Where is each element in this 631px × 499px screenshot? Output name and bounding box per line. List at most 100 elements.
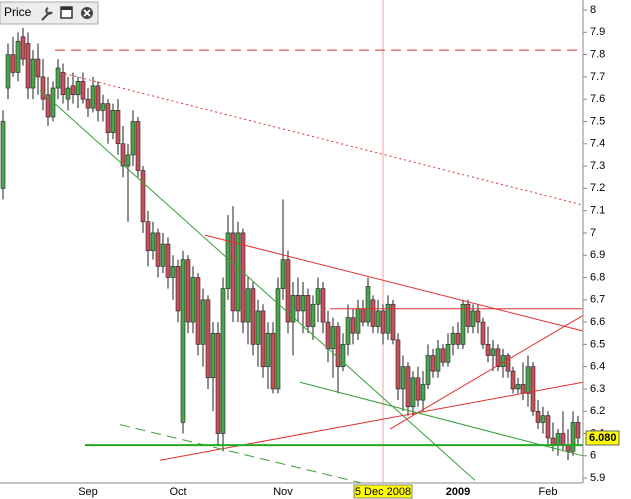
candle-body: [570, 422, 576, 452]
candle-body: [435, 348, 441, 372]
candle-body: [365, 286, 371, 323]
y-tick-label: 6.4: [590, 361, 605, 373]
candle-body: [350, 317, 356, 334]
candle-body: [340, 344, 346, 367]
candle-body: [415, 377, 421, 401]
candle-body: [325, 321, 331, 350]
candle-body: [185, 259, 191, 323]
y-tick-label: 7.7: [590, 71, 605, 83]
candle-body: [260, 310, 266, 367]
candle-body: [10, 54, 16, 73]
window-icon-bar: [61, 7, 72, 10]
candle-body: [465, 303, 471, 327]
candle-body: [95, 85, 101, 111]
candle-body: [140, 170, 146, 223]
candle-body: [85, 98, 91, 109]
candle-body: [355, 308, 361, 334]
candle-body: [495, 348, 501, 367]
candle-body: [160, 243, 166, 267]
candle-body: [330, 326, 336, 350]
candle-body: [125, 154, 131, 167]
candle-body: [455, 332, 461, 345]
candle-body: [515, 384, 521, 390]
candle-body: [505, 355, 511, 372]
candle-body: [420, 384, 426, 401]
candle-body: [265, 332, 271, 367]
candle-body: [250, 288, 256, 345]
candle-body: [55, 67, 61, 89]
x-tick-label: 5 Dec 2008: [355, 486, 411, 498]
candle-body: [305, 295, 311, 327]
candle-body: [105, 103, 111, 133]
candle-body: [180, 259, 186, 423]
candle-body: [425, 355, 431, 385]
candle-body: [90, 85, 96, 109]
y-tick-label: 6.5: [590, 338, 605, 350]
y-tick-label: 7.2: [590, 182, 605, 194]
y-tick-label: 6.7: [590, 294, 605, 306]
candle-body: [240, 232, 246, 323]
candle-body: [430, 355, 436, 372]
close-icon-x: [83, 9, 91, 17]
y-tick-label: 7.8: [590, 49, 605, 61]
candle-body: [360, 308, 366, 323]
candle-body: [35, 58, 41, 78]
candle-body: [530, 366, 536, 412]
trend-line: [204, 234, 584, 332]
candle-body: [410, 377, 416, 408]
x-tick-label: Sep: [78, 486, 98, 498]
settings-icon[interactable]: [41, 7, 53, 21]
candle-body: [245, 288, 251, 323]
candle-body: [175, 266, 181, 312]
candle-body: [510, 370, 516, 390]
candle-body: [195, 277, 201, 345]
y-tick-label: 6.2: [590, 405, 605, 417]
candle-body: [130, 121, 136, 156]
candle-body: [285, 259, 291, 323]
candle-body: [30, 58, 36, 89]
candle-body: [500, 355, 506, 367]
candle-body: [275, 288, 281, 390]
candle-body: [290, 295, 296, 323]
y-tick-label: 6.9: [590, 249, 605, 261]
candle-body: [200, 299, 206, 345]
candle-body: [65, 87, 71, 100]
candle-body: [525, 366, 531, 394]
candle-body: [40, 76, 46, 100]
candle-body: [135, 121, 141, 171]
candle-body: [235, 232, 241, 312]
candle-body: [270, 332, 276, 390]
candle-body: [295, 295, 301, 312]
candle-body: [110, 110, 116, 133]
candle-body: [5, 54, 11, 89]
x-tick-label: Oct: [169, 486, 186, 498]
y-tick-label: 6.8: [590, 271, 605, 283]
candle-body: [450, 332, 456, 345]
candle-body: [395, 339, 401, 390]
trend-line: [389, 314, 584, 430]
candle-body: [385, 303, 391, 334]
candle-body: [545, 415, 551, 439]
candle-body: [380, 310, 386, 334]
candle-body: [335, 326, 341, 367]
candle-body: [255, 310, 261, 345]
candle-body: [390, 303, 396, 341]
candle-body: [165, 243, 171, 278]
y-tick-label: 6.3: [590, 383, 605, 395]
y-tick-label: 7.6: [590, 93, 605, 105]
candle-body: [205, 299, 211, 379]
candle-body: [215, 332, 221, 434]
y-tick-label: 7.3: [590, 160, 605, 172]
trend-line: [159, 381, 584, 461]
plot-area: [0, 0, 584, 484]
trend-line: [299, 381, 584, 457]
candle-body: [445, 344, 451, 363]
x-tick-label: Nov: [273, 486, 293, 498]
candle-body: [145, 221, 151, 252]
x-tick-label: Feb: [539, 486, 558, 498]
y-tick-label: 6.6: [590, 316, 605, 328]
y-tick-label: 7.9: [590, 26, 605, 38]
candle-body: [70, 85, 76, 96]
candle-body: [370, 299, 376, 327]
